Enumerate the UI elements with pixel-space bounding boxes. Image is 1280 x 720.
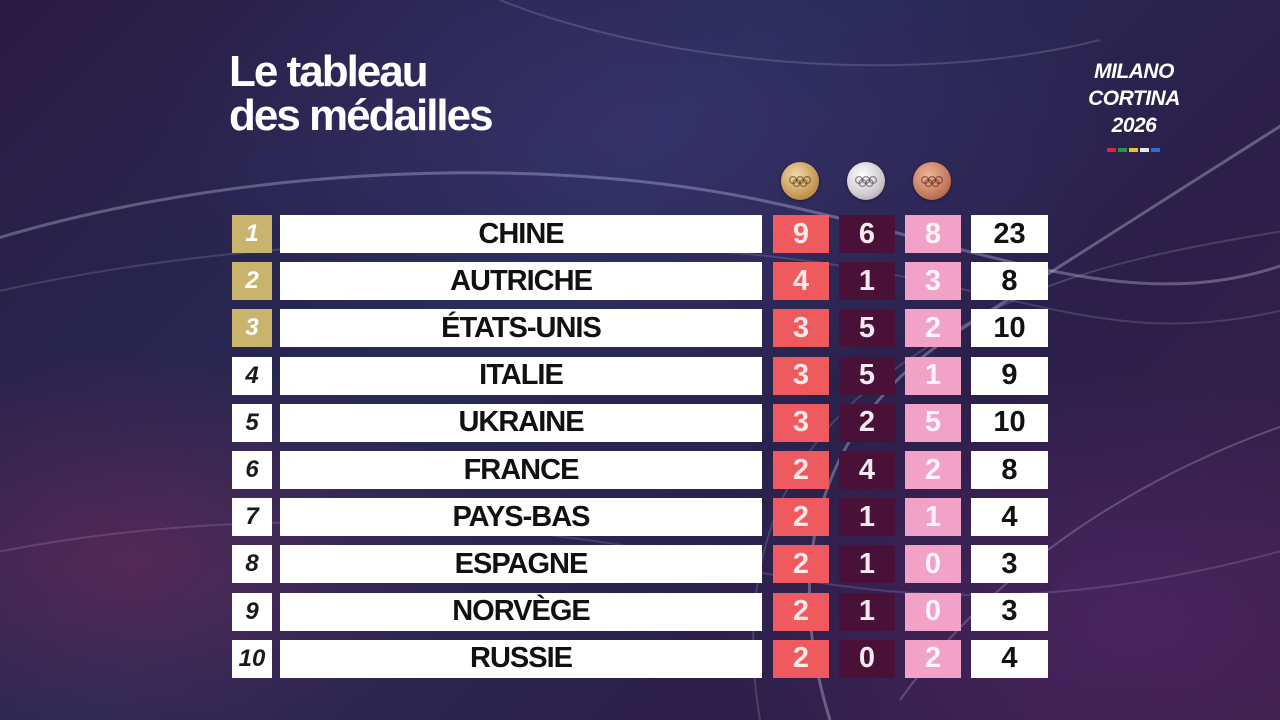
gold-count: 3 — [773, 356, 829, 395]
country-name: NORVÈGE — [280, 592, 762, 631]
bronze-medal-icon — [913, 162, 951, 200]
bronze-count: 5 — [905, 403, 961, 442]
page-title: Le tableau des médailles — [229, 47, 494, 140]
bronze-count: 2 — [905, 451, 961, 489]
bronze-count: 0 — [905, 545, 961, 584]
table-row: 9 NORVÈGE 2 1 0 3 — [232, 592, 1048, 631]
silver-count: 0 — [839, 639, 895, 678]
bronze-count: 1 — [905, 498, 961, 537]
title-line-1: Le tableau — [229, 47, 429, 96]
rank-cell: 8 — [232, 545, 272, 584]
total-count: 4 — [971, 498, 1048, 537]
total-count: 4 — [971, 639, 1048, 678]
bronze-count: 2 — [905, 309, 961, 348]
gold-count: 2 — [773, 498, 829, 537]
logo-stripe — [1107, 148, 1116, 152]
silver-count: 2 — [839, 403, 895, 442]
table-row: 7 PAYS-BAS 2 1 1 4 — [232, 498, 1048, 537]
gold-count: 3 — [773, 403, 829, 442]
total-count: 3 — [971, 545, 1048, 584]
logo-stripe — [1151, 148, 1160, 152]
silver-count: 1 — [839, 545, 895, 584]
bronze-count: 2 — [905, 639, 961, 678]
event-logo-line-3: 2026 — [1111, 114, 1157, 137]
total-count: 3 — [971, 592, 1048, 631]
rank-cell: 3 — [232, 309, 272, 348]
table-row: 5 UKRAINE 3 2 5 10 — [232, 403, 1048, 442]
country-name: RUSSIE — [280, 639, 762, 678]
country-name: ITALIE — [280, 356, 762, 395]
total-count: 8 — [971, 262, 1048, 301]
bronze-count: 1 — [905, 356, 961, 395]
title-line-2: des médailles — [229, 91, 494, 140]
rank-cell: 6 — [232, 451, 272, 489]
country-name: ESPAGNE — [280, 545, 762, 584]
event-logo-color-stripes — [1107, 148, 1160, 152]
table-row: 10 RUSSIE 2 0 2 4 — [232, 639, 1048, 678]
rank-cell: 2 — [232, 262, 272, 301]
gold-count: 4 — [773, 262, 829, 301]
rank-cell: 5 — [232, 403, 272, 442]
table-row: 6 FRANCE 2 4 2 8 — [232, 451, 1048, 489]
country-name: UKRAINE — [280, 403, 762, 442]
silver-medal-icon — [847, 162, 885, 200]
country-name: PAYS-BAS — [280, 498, 762, 537]
silver-count: 5 — [839, 356, 895, 395]
total-count: 8 — [971, 451, 1048, 489]
table-row: 3 ÉTATS-UNIS 3 5 2 10 — [232, 309, 1048, 348]
rank-cell: 10 — [232, 639, 272, 678]
total-count: 10 — [971, 309, 1048, 348]
silver-count: 1 — [839, 498, 895, 537]
total-count: 10 — [971, 403, 1048, 442]
event-logo-line-1: MILANO — [1094, 60, 1174, 83]
rank-cell: 7 — [232, 498, 272, 537]
event-logo-line-2: CORTINA — [1088, 87, 1180, 110]
gold-count: 9 — [773, 215, 829, 253]
logo-stripe — [1118, 148, 1127, 152]
table-row: 1 CHINE 9 6 8 23 — [232, 215, 1048, 253]
rank-cell: 9 — [232, 592, 272, 631]
silver-count: 6 — [839, 215, 895, 253]
silver-count: 5 — [839, 309, 895, 348]
event-logo: MILANO CORTINA 2026 — [1070, 58, 1198, 139]
gold-count: 2 — [773, 639, 829, 678]
total-count: 9 — [971, 356, 1048, 395]
silver-count: 4 — [839, 451, 895, 489]
gold-count: 2 — [773, 592, 829, 631]
bronze-count: 0 — [905, 592, 961, 631]
country-name: AUTRICHE — [280, 262, 762, 301]
bronze-count: 8 — [905, 215, 961, 253]
country-name: ÉTATS-UNIS — [280, 309, 762, 348]
silver-count: 1 — [839, 262, 895, 301]
table-row: 2 AUTRICHE 4 1 3 8 — [232, 262, 1048, 301]
silver-count: 1 — [839, 592, 895, 631]
gold-count: 3 — [773, 309, 829, 348]
rank-cell: 4 — [232, 356, 272, 395]
total-count: 23 — [971, 215, 1048, 253]
gold-medal-icon — [781, 162, 819, 200]
rank-cell: 1 — [232, 215, 272, 253]
country-name: CHINE — [280, 215, 762, 253]
table-row: 4 ITALIE 3 5 1 9 — [232, 356, 1048, 395]
logo-stripe — [1129, 148, 1138, 152]
country-name: FRANCE — [280, 451, 762, 489]
logo-stripe — [1140, 148, 1149, 152]
gold-count: 2 — [773, 545, 829, 584]
bronze-count: 3 — [905, 262, 961, 301]
gold-count: 2 — [773, 451, 829, 489]
table-row: 8 ESPAGNE 2 1 0 3 — [232, 545, 1048, 584]
